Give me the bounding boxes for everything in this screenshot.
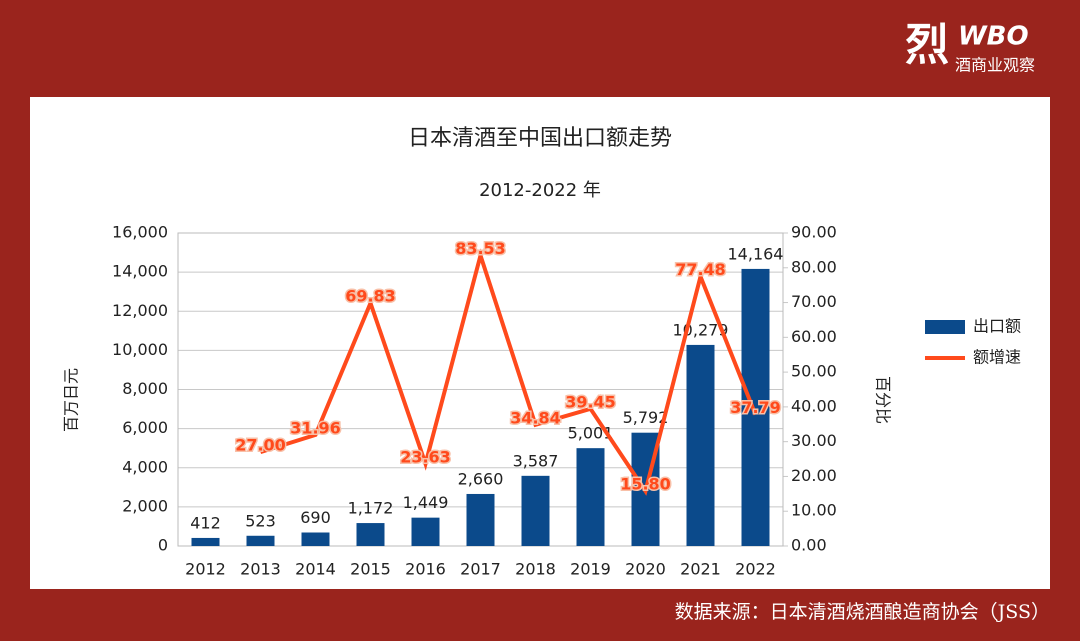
logo-mark: 烈: [905, 20, 949, 71]
y-tick-label: 16,000: [112, 223, 168, 242]
y2-tick-label: 80.00: [791, 257, 837, 276]
y2-tick-label: 50.00: [791, 362, 837, 381]
line-value-label: 37.79: [730, 398, 781, 417]
bar-value-label: 412: [190, 513, 221, 532]
chart-title: 日本清酒至中国出口额走势: [408, 126, 672, 151]
bar-value-label: 5,792: [623, 408, 669, 427]
bar-value-label: 523: [245, 511, 276, 530]
y2-axis-label: 百分比: [874, 376, 893, 424]
x-tick-label: 2017: [460, 560, 501, 579]
y2-tick-label: 90.00: [791, 223, 837, 242]
line-value-label: 15.80: [620, 475, 671, 494]
y-tick-label: 8,000: [122, 379, 168, 398]
y-tick-label: 4,000: [122, 457, 168, 476]
line-value-label: 31.96: [290, 418, 341, 437]
x-tick-label: 2019: [570, 560, 611, 579]
y2-tick-label: 20.00: [791, 466, 837, 485]
bar: [686, 344, 715, 546]
line-value-label: 23.63: [400, 447, 451, 466]
y2-tick-label: 10.00: [791, 501, 837, 520]
y-tick-label: 10,000: [112, 340, 168, 359]
bar: [411, 517, 440, 546]
bar-value-label: 690: [300, 508, 331, 527]
bar: [576, 448, 605, 546]
line-value-label: 39.45: [565, 392, 616, 411]
legend-label: 额增速: [973, 348, 1021, 367]
y-tick-label: 12,000: [112, 301, 168, 320]
x-tick-label: 2022: [735, 560, 776, 579]
bar-value-label: 3,587: [513, 451, 559, 470]
line-value-label: 34.84: [510, 408, 561, 427]
x-tick-label: 2018: [515, 560, 556, 579]
line-value-label: 83.53: [455, 239, 506, 258]
bar: [301, 532, 330, 546]
chart-subtitle: 2012-2022 年: [479, 180, 601, 201]
bar: [741, 268, 770, 546]
bar: [356, 523, 385, 546]
bar-value-label: 2,660: [458, 469, 504, 488]
bar: [246, 535, 275, 546]
bar-value-label: 1,172: [348, 499, 394, 518]
y-tick-label: 14,000: [112, 262, 168, 281]
y2-tick-label: 30.00: [791, 431, 837, 450]
logo-brand: WBO: [958, 22, 1029, 52]
y2-tick-label: 40.00: [791, 396, 837, 415]
line-value-label: 77.48: [675, 260, 726, 279]
x-tick-label: 2013: [240, 560, 281, 579]
y-tick-label: 2,000: [122, 496, 168, 515]
bar: [521, 475, 550, 546]
x-tick-label: 2016: [405, 560, 446, 579]
x-tick-label: 2012: [185, 560, 226, 579]
bar: [466, 493, 495, 546]
y2-tick-label: 70.00: [791, 292, 837, 311]
x-tick-label: 2020: [625, 560, 666, 579]
line-value-label: 69.83: [345, 287, 396, 306]
y2-tick-label: 60.00: [791, 327, 837, 346]
x-tick-label: 2014: [295, 560, 336, 579]
x-tick-label: 2015: [350, 560, 391, 579]
bar-value-label: 1,449: [403, 493, 449, 512]
y-tick-label: 6,000: [122, 418, 168, 437]
line: [259, 248, 758, 496]
y-axis-label: 百万日元: [62, 368, 81, 432]
bar-value-label: 14,164: [728, 244, 784, 263]
legend-label: 出口额: [973, 317, 1021, 336]
x-tick-label: 2021: [680, 560, 721, 579]
logo-tagline: 酒商业观察: [955, 56, 1035, 75]
y2-tick-label: 0.00: [791, 536, 827, 555]
line-value-label: 27.00: [235, 436, 286, 455]
legend-swatch: [925, 320, 965, 334]
source-note: 数据来源：日本清酒烧酒酿造商协会（JSS）: [675, 601, 1050, 623]
y-tick-label: 0: [158, 536, 168, 555]
bar: [191, 537, 220, 546]
